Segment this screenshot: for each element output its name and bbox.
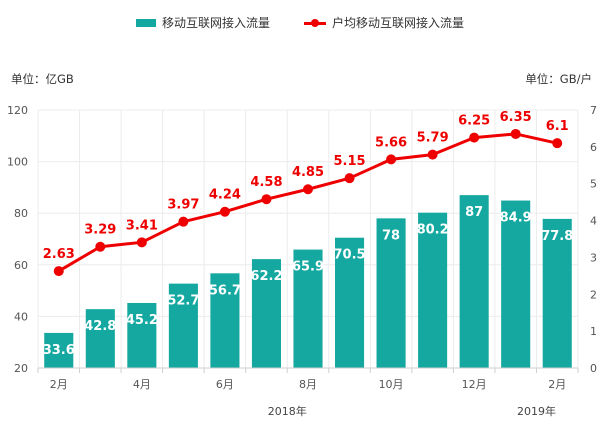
bar-value-label: 77.8 [541, 229, 573, 244]
bar [542, 218, 572, 368]
line-point [178, 216, 189, 227]
line-point [303, 184, 313, 195]
line-point [136, 237, 147, 248]
line-point [95, 241, 106, 252]
bar-value-label: 65.9 [292, 260, 324, 275]
line-value-label: 3.29 [84, 223, 116, 238]
x-axis-tick-label: 8月 [299, 378, 317, 391]
right-axis-tick-label: 5 [590, 178, 597, 191]
right-axis-tick-label: 7 [590, 104, 597, 117]
bar-swatch-icon [135, 18, 156, 27]
bar-value-label: 87 [465, 205, 483, 220]
line-point [53, 266, 64, 277]
bar [127, 302, 157, 368]
left-axis-unit: 单位：亿GB [11, 72, 74, 86]
line-point [261, 194, 272, 205]
bar [293, 249, 323, 368]
line-value-label: 4.58 [250, 175, 282, 190]
bar [44, 332, 74, 368]
x-axis-tick-label: 10月 [379, 378, 404, 391]
bar-value-label: 56.7 [209, 283, 241, 298]
x-axis-tick-label: 4月 [133, 378, 151, 391]
bar [85, 309, 115, 368]
bar [210, 273, 240, 368]
left-axis-tick-label: 20 [14, 362, 28, 375]
line-point [510, 128, 521, 139]
bar [501, 200, 531, 368]
right-axis-unit: 单位：GB/户 [525, 72, 592, 86]
bar [418, 212, 448, 368]
bar-value-label: 70.5 [333, 248, 365, 263]
line-point [469, 132, 480, 143]
bar-value-label: 80.2 [417, 223, 449, 238]
bar-value-label: 84.9 [500, 211, 532, 226]
line-value-label: 5.66 [375, 135, 407, 150]
line-point [386, 154, 397, 165]
right-axis-tick-label: 4 [590, 215, 597, 228]
line-value-label: 6.1 [546, 119, 569, 134]
legend-label-line: 户均移动互联网接入流量 [332, 16, 465, 30]
line-value-label: 2.63 [43, 247, 75, 262]
legend-item-bar[interactable]: 移动互联网接入流量 [135, 14, 270, 31]
right-axis-tick-label: 6 [590, 141, 597, 154]
right-axis-tick-label: 3 [590, 251, 597, 264]
left-axis-tick-label: 100 [7, 156, 28, 169]
line-value-label: 4.24 [209, 188, 241, 203]
x-axis-tick-label: 2月 [50, 378, 68, 391]
line-value-label: 6.35 [500, 110, 532, 125]
line-point [427, 149, 438, 160]
bar [459, 195, 489, 368]
bar-value-label: 78 [382, 228, 400, 243]
line-value-label: 3.97 [167, 198, 199, 213]
line-swatch-icon [304, 18, 326, 28]
right-axis-tick-label: 0 [590, 362, 597, 375]
bar [376, 218, 406, 368]
line-point [219, 206, 230, 217]
left-axis-tick-label: 40 [14, 310, 28, 323]
year-label: 2019年 [517, 404, 556, 418]
bar-value-label: 45.2 [126, 313, 158, 328]
bar [251, 259, 281, 368]
line-point [344, 173, 355, 184]
line-value-label: 5.79 [417, 131, 449, 146]
bar [335, 237, 365, 368]
bar-value-label: 33.6 [43, 343, 75, 358]
year-label: 2018年 [268, 404, 307, 418]
legend-item-line[interactable]: 户均移动互联网接入流量 [304, 14, 464, 31]
line-point [552, 138, 563, 149]
bar-value-label: 42.8 [84, 319, 116, 334]
right-axis-tick-label: 2 [590, 288, 597, 301]
line-value-label: 3.41 [126, 218, 158, 233]
line-value-label: 4.85 [292, 165, 324, 180]
left-axis-tick-label: 80 [14, 207, 28, 220]
x-axis-tick-label: 6月 [216, 378, 234, 391]
legend-label-bar: 移动互联网接入流量 [161, 16, 270, 30]
left-axis-tick-label: 60 [14, 259, 28, 272]
right-axis-tick-label: 1 [590, 325, 597, 338]
bar-value-label: 52.7 [167, 294, 199, 309]
legend: 移动互联网接入流量 户均移动互联网接入流量 [0, 14, 600, 31]
bar [168, 283, 198, 368]
line-value-label: 5.15 [333, 154, 365, 169]
left-axis-tick-label: 120 [7, 104, 28, 117]
x-axis-tick-label: 12月 [462, 378, 487, 391]
line-value-label: 6.25 [458, 114, 490, 129]
bar-value-label: 62.2 [250, 269, 282, 284]
x-axis-tick-label: 2月 [548, 378, 566, 391]
